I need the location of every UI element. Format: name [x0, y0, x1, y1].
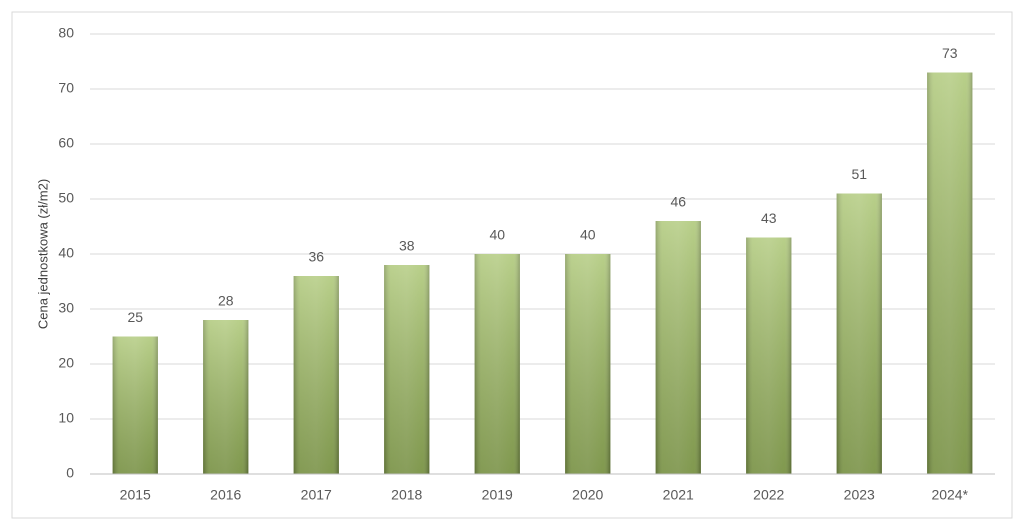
- x-tick-label: 2024*: [931, 487, 968, 503]
- y-tick-label: 30: [58, 300, 74, 316]
- bar-shade: [836, 193, 882, 474]
- x-tick-label: 2017: [301, 487, 332, 503]
- y-tick-label: 50: [58, 190, 74, 206]
- x-tick-label: 2022: [753, 487, 784, 503]
- bar-shade: [746, 237, 792, 474]
- data-label: 36: [308, 249, 324, 265]
- bar-shade: [474, 254, 520, 474]
- y-tick-label: 80: [58, 25, 74, 41]
- x-tick-label: 2015: [120, 487, 151, 503]
- x-tick-label: 2019: [482, 487, 513, 503]
- bar-shade: [203, 320, 249, 474]
- data-label: 43: [761, 210, 777, 226]
- bar-shade: [112, 336, 158, 474]
- y-tick-label: 70: [58, 80, 74, 96]
- x-tick-label: 2020: [572, 487, 603, 503]
- y-tick-label: 60: [58, 135, 74, 151]
- data-label: 40: [580, 227, 596, 243]
- y-tick-label: 20: [58, 355, 74, 371]
- y-tick-label: 40: [58, 245, 74, 261]
- bar-shade: [565, 254, 611, 474]
- data-label: 38: [399, 238, 415, 254]
- x-tick-label: 2023: [844, 487, 875, 503]
- x-tick-label: 2016: [210, 487, 241, 503]
- bar-shade: [655, 221, 701, 474]
- bar-shade: [927, 72, 973, 474]
- data-label: 46: [670, 194, 686, 210]
- bar-shade: [384, 265, 430, 474]
- data-label: 51: [851, 166, 867, 182]
- y-tick-label: 0: [66, 465, 74, 481]
- data-label: 28: [218, 293, 234, 309]
- data-label: 25: [127, 309, 143, 325]
- x-tick-label: 2018: [391, 487, 422, 503]
- y-axis-label: Cena jednostkowa (zł/m2): [35, 179, 50, 329]
- x-tick-label: 2021: [663, 487, 694, 503]
- bar-shade: [293, 276, 339, 474]
- data-label: 40: [489, 227, 505, 243]
- y-tick-label: 10: [58, 410, 74, 426]
- data-label: 73: [942, 45, 958, 61]
